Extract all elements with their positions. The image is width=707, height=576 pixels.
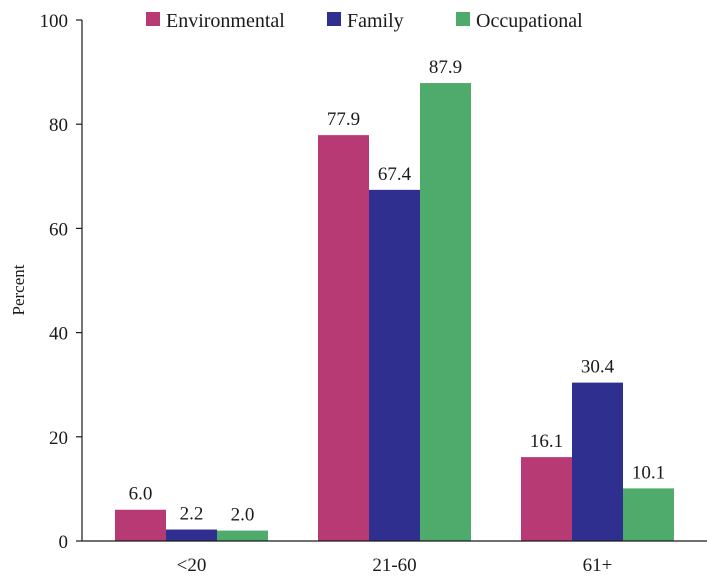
y-tick-label: 80: [49, 115, 68, 136]
bar-family-1: [369, 189, 420, 541]
y-tick-label: 20: [49, 428, 68, 449]
legend: Environmental Family Occupational: [146, 10, 583, 32]
value-label: 30.4: [581, 357, 615, 378]
legend-label-environmental: Environmental: [166, 10, 285, 32]
y-tick-label: 60: [49, 219, 68, 240]
x-category-label: <20: [177, 555, 207, 576]
bar-family-0: [166, 529, 217, 541]
legend-label-occupational: Occupational: [476, 10, 583, 32]
y-tick-label: 40: [49, 324, 68, 345]
x-category-label: 61+: [583, 555, 613, 576]
value-label: 67.4: [378, 164, 412, 185]
value-labels: 6.0 2.2 2.0 77.9 67.4 87.9 16.1 30.4 10.1: [129, 57, 666, 526]
bar-environmental-1: [318, 135, 369, 542]
x-category-label: 21-60: [372, 555, 416, 576]
legend-swatch-occupational: [456, 12, 470, 26]
bar-occupational-0: [217, 530, 268, 541]
value-label: 10.1: [632, 462, 665, 483]
value-label: 87.9: [429, 57, 462, 78]
value-label: 16.1: [530, 431, 563, 452]
value-label: 2.0: [231, 505, 255, 526]
x-axis-labels: <20 21-60 61+: [177, 555, 613, 576]
bar-family-2: [572, 382, 623, 541]
y-tick-label: 100: [40, 11, 69, 32]
legend-label-family: Family: [347, 10, 404, 32]
bar-occupational-2: [623, 488, 674, 541]
y-axis-title: Percent: [9, 264, 28, 315]
value-label: 6.0: [129, 484, 153, 505]
bars: [115, 83, 674, 542]
y-axis-ticks: 0 20 40 60 80 100: [40, 11, 82, 553]
y-tick-label: 0: [59, 532, 69, 553]
legend-swatch-family: [327, 12, 341, 26]
value-label: 2.2: [180, 504, 204, 525]
bar-environmental-0: [115, 509, 166, 541]
bar-occupational-1: [420, 83, 471, 541]
legend-swatch-environmental: [146, 12, 160, 26]
bar-environmental-2: [521, 457, 572, 541]
value-label: 77.9: [327, 109, 360, 130]
